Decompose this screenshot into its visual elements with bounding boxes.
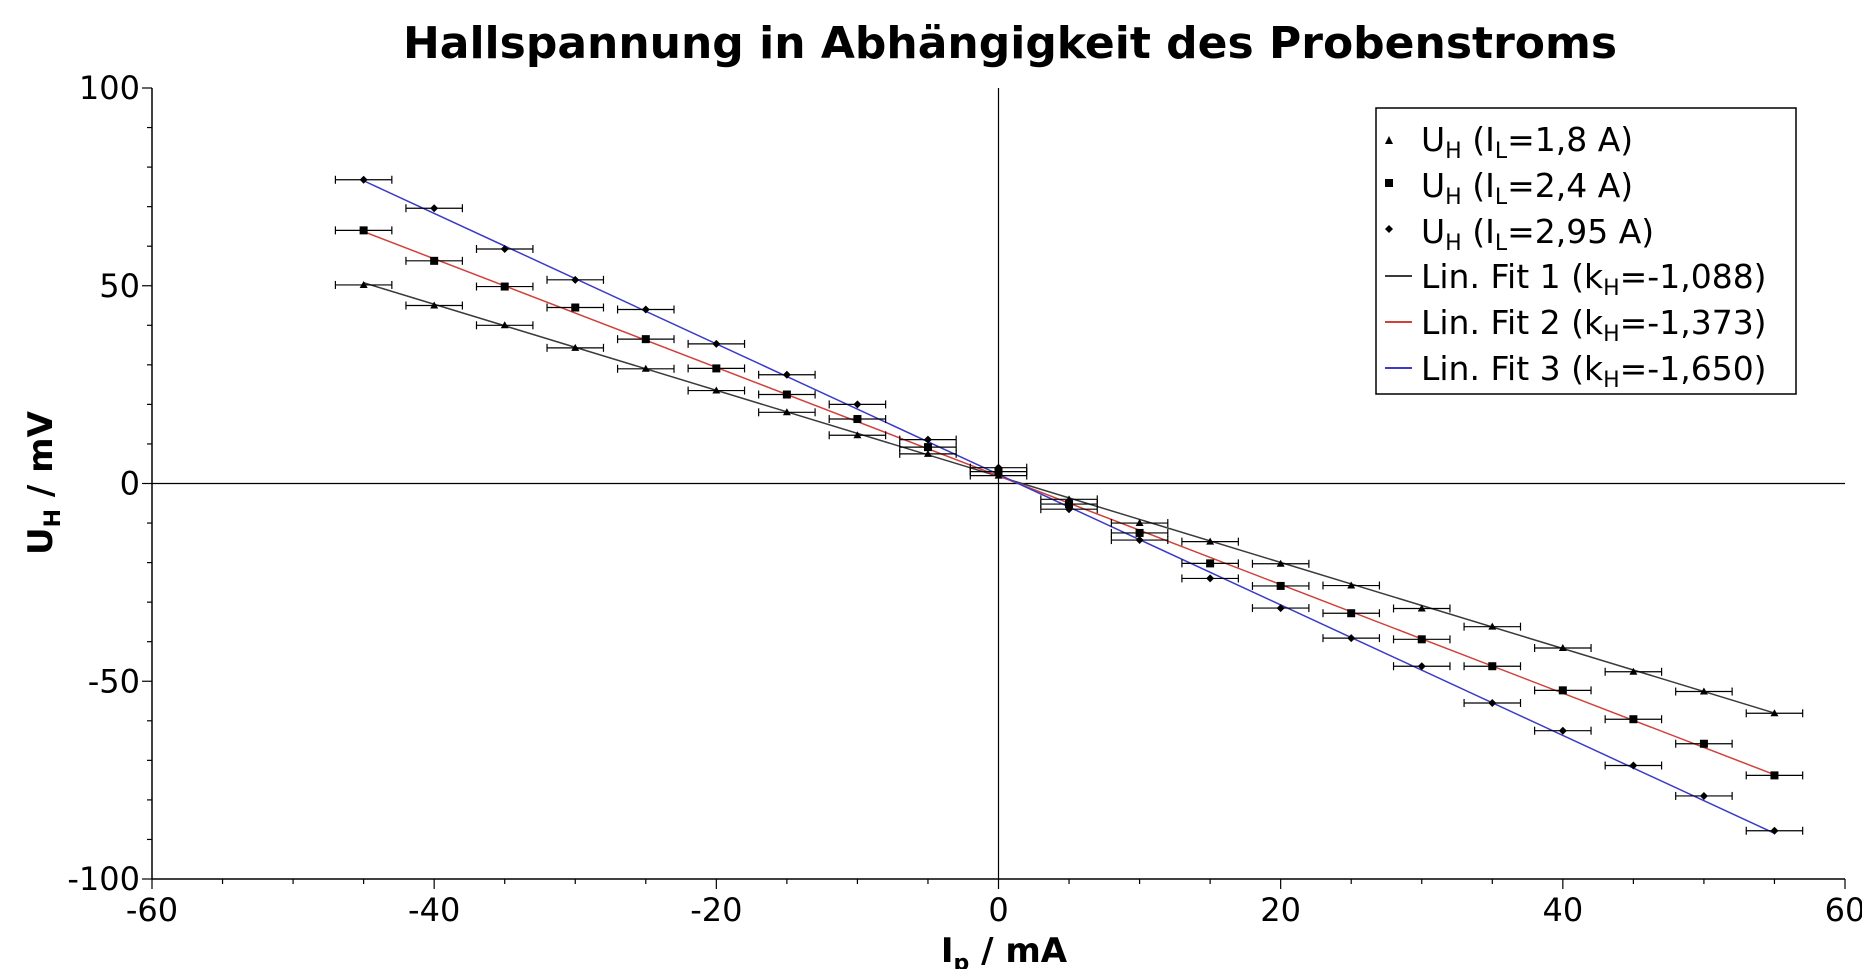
legend-entry-series-1: UH (IL=1,8 A): [1385, 120, 1633, 164]
data-point-diamond: [712, 340, 720, 348]
y-tick-label: -100: [67, 860, 140, 898]
data-point-square: [1488, 662, 1496, 670]
legend-entry-fit-3: Lin. Fit 3 (kH=-1,650): [1385, 349, 1767, 393]
x-tick-label: -40: [408, 891, 460, 929]
data-point-square: [783, 391, 791, 399]
data-point-square: [1418, 635, 1426, 643]
data-point-diamond: [1206, 574, 1214, 582]
x-tick-label: 0: [988, 891, 1008, 929]
data-point-diamond: [430, 204, 438, 212]
data-point-square: [1700, 740, 1708, 748]
x-tick-label: -20: [690, 891, 742, 929]
legend: UH (IL=1,8 A) UH (IL=2,4 A) UH (IL=2,95 …: [1376, 108, 1796, 394]
data-point-diamond: [1136, 536, 1144, 544]
data-point-diamond: [1629, 761, 1637, 769]
data-point-square: [712, 364, 720, 372]
legend-entry-fit-1: Lin. Fit 1 (kH=-1,088): [1385, 257, 1767, 301]
data-point-diamond: [1770, 827, 1778, 835]
x-axis-title: Ip / mA: [941, 931, 1068, 969]
y-axis-title-sub: H: [41, 509, 66, 527]
data-point-square: [924, 443, 932, 451]
data-point-square: [1629, 715, 1637, 723]
data-point-diamond: [1488, 699, 1496, 707]
legend-label-fit-3: Lin. Fit 3 (kH=-1,650): [1421, 349, 1767, 393]
y-axis-title-main: U: [21, 527, 61, 555]
data-point-square: [642, 335, 650, 343]
data-point-diamond: [501, 245, 509, 253]
legend-label-fit-2: Lin. Fit 2 (kH=-1,373): [1421, 303, 1767, 347]
legend-marker-square: [1385, 179, 1393, 187]
y-axis-title-unit: / mV: [21, 410, 61, 509]
x-tick-label: 60: [1825, 891, 1862, 929]
legend-entry-fit-2: Lin. Fit 2 (kH=-1,373): [1385, 303, 1767, 347]
data-point-square: [1277, 582, 1285, 590]
y-axis-title: UH / mV: [21, 410, 66, 555]
data-point-square: [1559, 686, 1567, 694]
legend-entry-series-2: UH (IL=2,4 A): [1385, 166, 1633, 210]
data-point-square: [501, 283, 509, 291]
data-point-square: [430, 257, 438, 265]
legend-entry-series-3: UH (IL=2,95 A): [1385, 212, 1654, 256]
data-point-square: [1206, 559, 1214, 567]
chart-title: Hallspannung in Abhängigkeit des Probens…: [403, 18, 1617, 69]
data-point-diamond: [1347, 634, 1355, 642]
y-tick-label: 0: [120, 465, 140, 503]
y-tick-label: -50: [88, 662, 140, 700]
data-point-diamond: [1277, 604, 1285, 612]
y-tick-label: 50: [99, 267, 140, 305]
legend-label-fit-1: Lin. Fit 1 (kH=-1,088): [1421, 257, 1767, 301]
data-point-square: [571, 304, 579, 312]
data-point-square: [1136, 529, 1144, 537]
data-point-square: [853, 415, 861, 423]
x-tick-label: 40: [1542, 891, 1583, 929]
x-axis-title-main: I: [941, 931, 954, 969]
x-axis-title-unit: / mA: [969, 931, 1068, 969]
y-tick-label: 100: [79, 69, 140, 107]
data-point-square: [360, 226, 368, 234]
x-tick-label: 20: [1260, 891, 1301, 929]
data-point-square: [1770, 771, 1778, 779]
x-axis-title-sub: p: [954, 951, 970, 969]
data-point-square: [1347, 609, 1355, 617]
